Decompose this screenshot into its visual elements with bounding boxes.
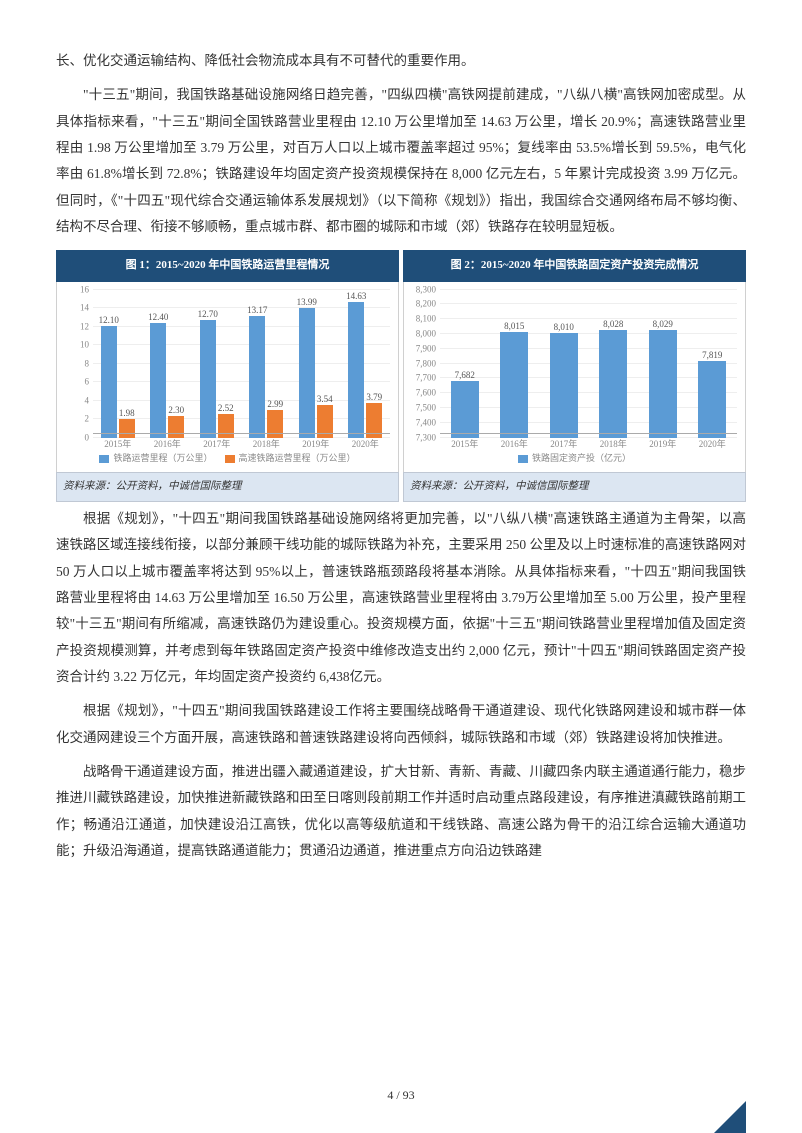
chart-2: 图 2：2015~2020 年中国铁路固定资产投资完成情况 7,3007,400…	[403, 250, 746, 502]
page-footer: 4 / 93	[0, 1084, 802, 1107]
chart-2-source: 资料来源：公开资料，中诚信国际整理	[403, 472, 746, 502]
paragraph-3: 根据《规划》，"十四五"期间我国铁路基础设施网络将更加完善，以"八纵八横"高速铁…	[56, 506, 746, 690]
charts-container: 图 1：2015~2020 年中国铁路运营里程情况 0246810121416 …	[56, 250, 746, 502]
chart-1-title: 图 1：2015~2020 年中国铁路运营里程情况	[56, 250, 399, 281]
paragraph-intro: 长、优化交通运输结构、降低社会物流成本具有不可替代的重要作用。	[56, 48, 746, 74]
chart-1-source: 资料来源：公开资料，中诚信国际整理	[56, 472, 399, 502]
paragraph-4: 根据《规划》，"十四五"期间我国铁路建设工作将主要围绕战略骨干通道建设、现代化铁…	[56, 698, 746, 751]
chart-2-body: 7,3007,4007,5007,6007,7007,8007,9008,000…	[403, 282, 746, 472]
chart-1-body: 0246810121416 12.101.9812.402.3012.702.5…	[56, 282, 399, 472]
paragraph-2: "十三五"期间，我国铁路基础设施网络日趋完善，"四纵四横"高铁网提前建成，"八纵…	[56, 82, 746, 240]
corner-decoration	[714, 1101, 746, 1133]
chart-1: 图 1：2015~2020 年中国铁路运营里程情况 0246810121416 …	[56, 250, 399, 502]
paragraph-5: 战略骨干通道建设方面，推进出疆入藏通道建设，扩大甘新、青新、青藏、川藏四条内联主…	[56, 759, 746, 864]
chart-2-title: 图 2：2015~2020 年中国铁路固定资产投资完成情况	[403, 250, 746, 281]
